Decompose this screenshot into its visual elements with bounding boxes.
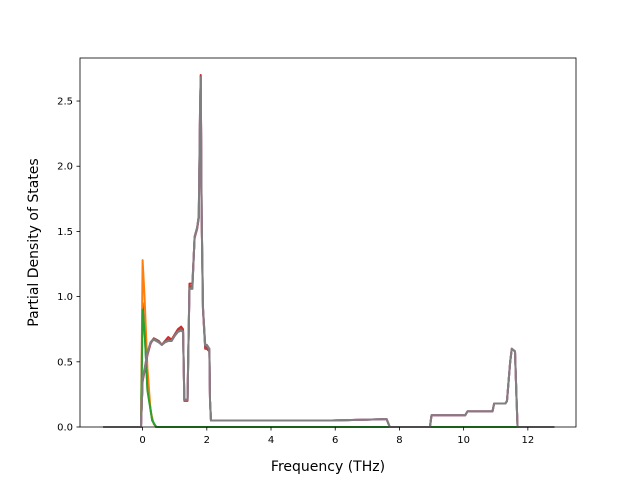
x-tick-label: 4 (268, 435, 274, 446)
axes-background (80, 58, 576, 427)
axes-frame (79, 57, 577, 428)
x-tick-label: 2 (204, 435, 210, 446)
y-axis-ticks: 0.0 0.5 1.0 1.5 2.0 2.5 (57, 97, 80, 434)
x-tick-label: 12 (521, 435, 534, 446)
y-tick-label: 1.5 (57, 227, 73, 238)
y-tick-label: 2.0 (57, 162, 73, 173)
y-axis-label: Partial Density of States (26, 158, 42, 326)
y-tick-label: 1.0 (57, 292, 73, 303)
series-line-8 (103, 76, 555, 428)
series-layer (103, 73, 555, 428)
plot-area (79, 57, 577, 428)
x-tick-label: 0 (139, 435, 145, 446)
x-tick-label: 6 (332, 435, 338, 446)
y-tick-label: 0.0 (57, 423, 73, 434)
x-tick-label: 8 (396, 435, 402, 446)
x-tick-label: 10 (457, 435, 470, 446)
y-tick-label: 0.5 (57, 357, 73, 368)
y-tick-label: 2.5 (57, 97, 73, 108)
x-axis-ticks: 0 2 4 6 8 10 12 (139, 427, 534, 446)
x-axis-label: Frequency (THz) (271, 459, 385, 475)
